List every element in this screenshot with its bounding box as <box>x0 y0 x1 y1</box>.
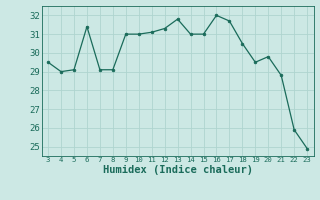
X-axis label: Humidex (Indice chaleur): Humidex (Indice chaleur) <box>103 165 252 175</box>
